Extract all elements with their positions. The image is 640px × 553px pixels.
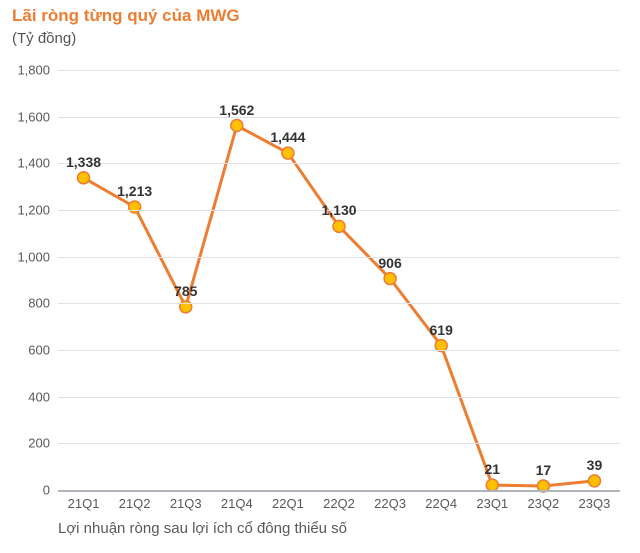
y-gridline [58, 257, 620, 258]
data-label: 39 [587, 457, 603, 473]
x-tick-label: 22Q1 [272, 490, 304, 511]
y-gridline [58, 303, 620, 304]
data-label: 17 [536, 462, 552, 478]
x-tick-label: 22Q3 [374, 490, 406, 511]
x-tick-label: 21Q1 [68, 490, 100, 511]
x-tick-label: 22Q4 [425, 490, 457, 511]
y-gridline [58, 397, 620, 398]
x-tick-label: 21Q4 [221, 490, 253, 511]
data-label: 619 [429, 322, 452, 338]
data-marker [588, 475, 600, 487]
x-tick-label: 23Q2 [527, 490, 559, 511]
chart-caption: Lợi nhuận ròng sau lợi ích cổ đông thiểu… [58, 520, 347, 537]
x-tick-label: 22Q2 [323, 490, 355, 511]
data-label: 1,444 [270, 129, 305, 145]
y-tick-label: 1,400 [10, 156, 50, 171]
y-tick-label: 400 [10, 389, 50, 404]
y-gridline [58, 163, 620, 164]
y-tick-label: 0 [10, 483, 50, 498]
plot-area: 02004006008001,0001,2001,4001,6001,80021… [58, 70, 620, 490]
data-marker [384, 273, 396, 285]
data-label: 21 [484, 461, 500, 477]
y-tick-label: 600 [10, 343, 50, 358]
y-tick-label: 1,600 [10, 109, 50, 124]
x-tick-label: 23Q1 [476, 490, 508, 511]
data-marker [129, 201, 141, 213]
y-gridline [58, 443, 620, 444]
x-tick-label: 21Q3 [170, 490, 202, 511]
data-marker [231, 120, 243, 132]
y-tick-label: 1,000 [10, 249, 50, 264]
data-label: 906 [378, 255, 401, 271]
chart-title: Lãi ròng từng quý của MWG [12, 6, 240, 26]
y-gridline [58, 350, 620, 351]
data-label: 1,213 [117, 183, 152, 199]
data-label: 1,338 [66, 154, 101, 170]
y-gridline [58, 117, 620, 118]
data-label: 1,130 [321, 202, 356, 218]
data-label: 1,562 [219, 102, 254, 118]
y-tick-label: 1,800 [10, 63, 50, 78]
data-marker [78, 172, 90, 184]
y-gridline [58, 70, 620, 71]
x-tick-label: 23Q3 [579, 490, 611, 511]
chart-container: Lãi ròng từng quý của MWG (Tỷ đồng) 0200… [0, 0, 640, 553]
data-label: 785 [174, 283, 197, 299]
chart-subtitle: (Tỷ đồng) [12, 30, 76, 47]
series-line [84, 126, 595, 487]
line-layer [58, 70, 620, 490]
y-tick-label: 1,200 [10, 203, 50, 218]
data-marker [282, 147, 294, 159]
y-tick-label: 800 [10, 296, 50, 311]
x-tick-label: 21Q2 [119, 490, 151, 511]
y-tick-label: 200 [10, 436, 50, 451]
data-marker [333, 220, 345, 232]
